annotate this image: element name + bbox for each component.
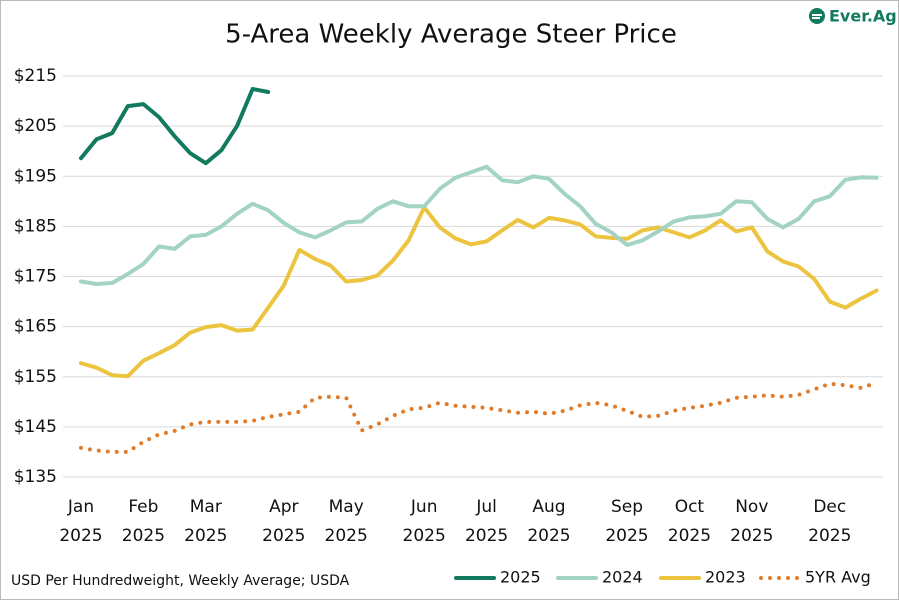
x-tick-label: Dec 2025 <box>808 497 852 546</box>
x-tick-label: Mar 2025 <box>184 497 228 546</box>
logo-icon-lines <box>812 14 822 19</box>
y-tick-label: $175 <box>14 267 57 287</box>
x-tick-label: Feb 2025 <box>121 497 166 546</box>
x-tick-label: Aug 2025 <box>527 497 571 546</box>
x-tick-label: May 2025 <box>324 497 368 546</box>
legend-label: 2023 <box>705 568 746 587</box>
y-tick-label: $165 <box>14 317 57 337</box>
legend-label: 5YR Avg <box>805 568 871 587</box>
series-line <box>79 205 879 379</box>
source-note: USD Per Hundredweight, Weekly Average; U… <box>11 573 350 589</box>
y-tick-label: $195 <box>14 166 57 186</box>
chart-title: 5-Area Weekly Average Steer Price <box>225 20 677 50</box>
series-line <box>79 380 879 454</box>
y-tick-label: $145 <box>14 417 57 437</box>
y-tick-label: $205 <box>14 116 57 136</box>
series-line <box>79 87 271 166</box>
x-tick-label: Apr 2025 <box>262 497 306 546</box>
y-tick-label: $155 <box>14 367 57 387</box>
x-tick-label: Oct 2025 <box>667 497 712 546</box>
x-tick-label: Nov 2025 <box>730 497 774 546</box>
series-line <box>79 164 879 286</box>
legend-label: 2025 <box>500 568 541 587</box>
x-tick-label: Jan 2025 <box>59 497 103 546</box>
y-tick-label: $215 <box>14 66 57 86</box>
x-tick-label: Jun 2025 <box>402 497 446 546</box>
legend-label: 2024 <box>602 568 643 587</box>
logo-text: Ever.Ag <box>829 7 897 26</box>
x-tick-label: Sep 2025 <box>605 497 649 546</box>
x-tick-label: Jul 2025 <box>464 497 509 546</box>
y-tick-label: $185 <box>14 216 57 236</box>
y-tick-label: $135 <box>14 467 57 487</box>
